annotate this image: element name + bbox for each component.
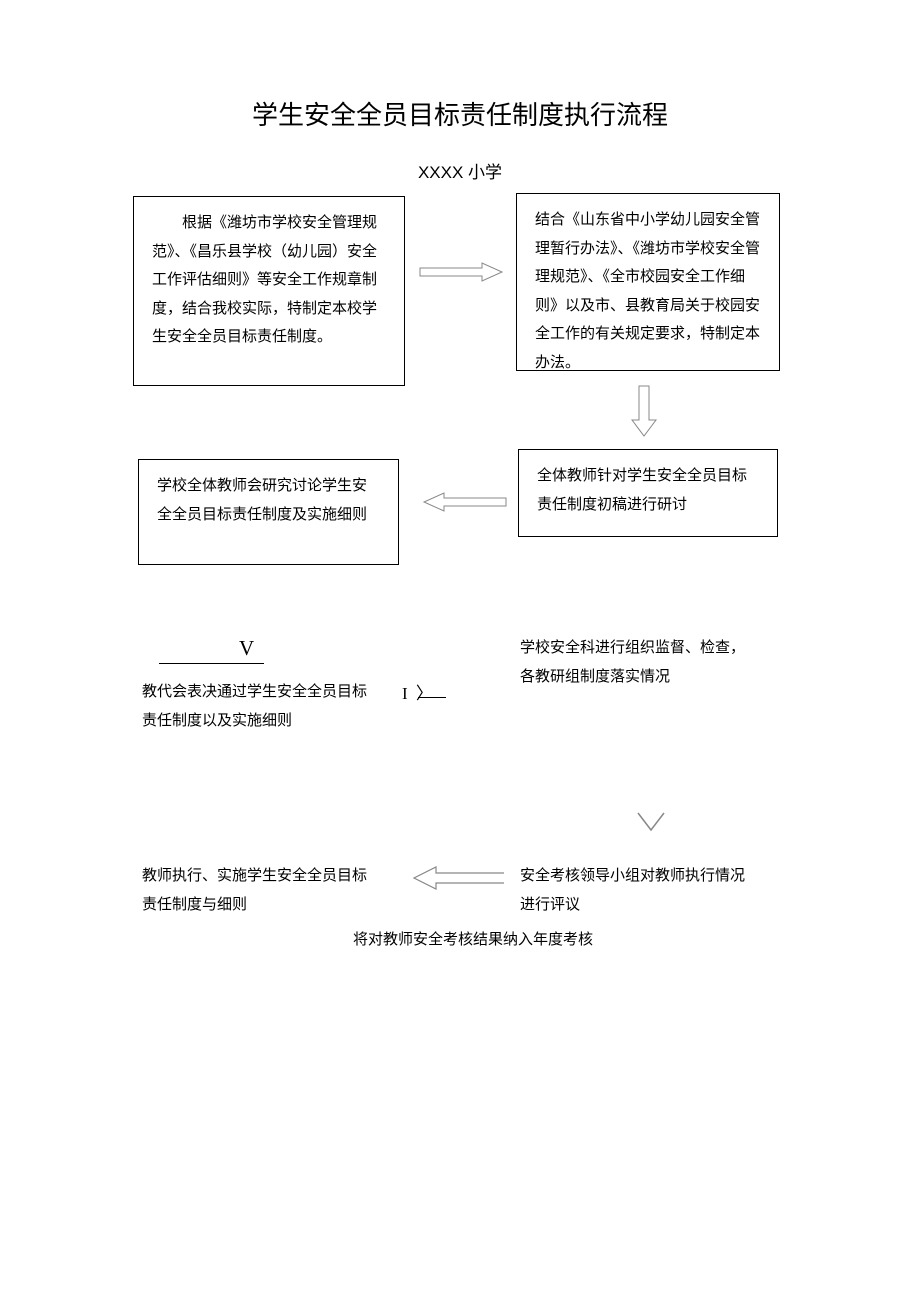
flow-text-7: 教师执行、实施学生安全全员目标责任制度与细则 [142,862,372,919]
flow-box-4: 全体教师针对学生安全全员目标责任制度初稿进行研讨 [518,449,778,537]
page-title: 学生安全全员目标责任制度执行流程 [232,95,688,132]
flow-box-3: 学校全体教师会研究讨论学生安全全员目标责任制度及实施细则 [138,459,399,565]
flow-text-6-content: 学校安全科进行组织监督、检查，各教研组制度落实情况 [520,640,745,685]
i-arrow-mark: I 〉 [402,679,435,704]
arrow-right-icon [418,260,506,284]
flow-text-8-content: 安全考核领导小组对教师执行情况进行评议 [520,868,745,913]
arrow-left-open-icon [410,864,508,892]
footer-text: 将对教师安全考核结果纳入年度考核 [353,928,593,949]
underline-mark [159,663,264,664]
flow-box-2-text: 结合《山东省中小学幼儿园安全管理暂行办法》、《潍坊市学校安全管理规范》、《全市校… [535,212,760,371]
page-subtitle: XXXX 小学 [400,158,520,183]
flow-box-3-text: 学校全体教师会研究讨论学生安全全员目标责任制度及实施细则 [157,478,367,523]
underline-mark-2 [418,697,446,698]
flow-text-7-content: 教师执行、实施学生安全全员目标责任制度与细则 [142,868,367,913]
arrow-down-icon [630,384,658,440]
arrow-left-icon [420,490,508,514]
flow-text-8: 安全考核领导小组对教师执行情况进行评议 [520,862,750,919]
flow-text-6: 学校安全科进行组织监督、检查，各教研组制度落实情况 [520,634,750,691]
flow-box-1: 根据《潍坊市学校安全管理规范》、《昌乐县学校（幼儿园）安全工作评估细则》等安全工… [133,196,405,386]
arrow-down-small-icon [634,810,668,836]
flow-box-4-text: 全体教师针对学生安全全员目标责任制度初稿进行研讨 [537,468,747,513]
flow-box-1-text: 根据《潍坊市学校安全管理规范》、《昌乐县学校（幼儿园）安全工作评估细则》等安全工… [152,215,377,345]
flow-text-5: 教代会表决通过学生安全全员目标责任制度以及实施细则 [142,678,372,735]
flow-text-5-content: 教代会表决通过学生安全全员目标责任制度以及实施细则 [142,684,367,729]
flow-box-2: 结合《山东省中小学幼儿园安全管理暂行办法》、《潍坊市学校安全管理规范》、《全市校… [516,193,780,371]
v-mark: V [239,636,254,661]
